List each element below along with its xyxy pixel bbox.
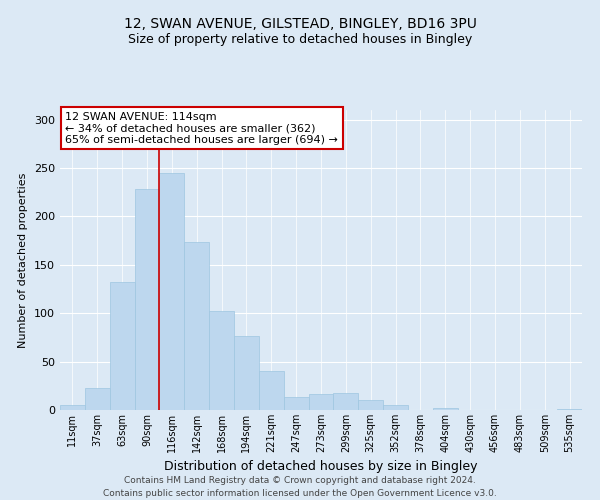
Bar <box>334 392 358 410</box>
Bar <box>284 398 308 410</box>
Text: 12, SWAN AVENUE, GILSTEAD, BINGLEY, BD16 3PU: 12, SWAN AVENUE, GILSTEAD, BINGLEY, BD16… <box>124 18 476 32</box>
Bar <box>134 190 160 410</box>
Bar <box>184 242 209 410</box>
Y-axis label: Number of detached properties: Number of detached properties <box>19 172 28 348</box>
Bar <box>85 388 110 410</box>
Text: 12 SWAN AVENUE: 114sqm
← 34% of detached houses are smaller (362)
65% of semi-de: 12 SWAN AVENUE: 114sqm ← 34% of detached… <box>65 112 338 144</box>
Bar <box>234 336 259 410</box>
Bar <box>308 394 334 410</box>
Text: Contains HM Land Registry data © Crown copyright and database right 2024.
Contai: Contains HM Land Registry data © Crown c… <box>103 476 497 498</box>
X-axis label: Distribution of detached houses by size in Bingley: Distribution of detached houses by size … <box>164 460 478 473</box>
Bar <box>383 405 408 410</box>
Bar <box>433 408 458 410</box>
Bar <box>60 405 85 410</box>
Text: Size of property relative to detached houses in Bingley: Size of property relative to detached ho… <box>128 32 472 46</box>
Bar <box>110 282 134 410</box>
Bar <box>160 173 184 410</box>
Bar <box>259 372 284 410</box>
Bar <box>209 312 234 410</box>
Bar <box>358 400 383 410</box>
Bar <box>557 409 582 410</box>
